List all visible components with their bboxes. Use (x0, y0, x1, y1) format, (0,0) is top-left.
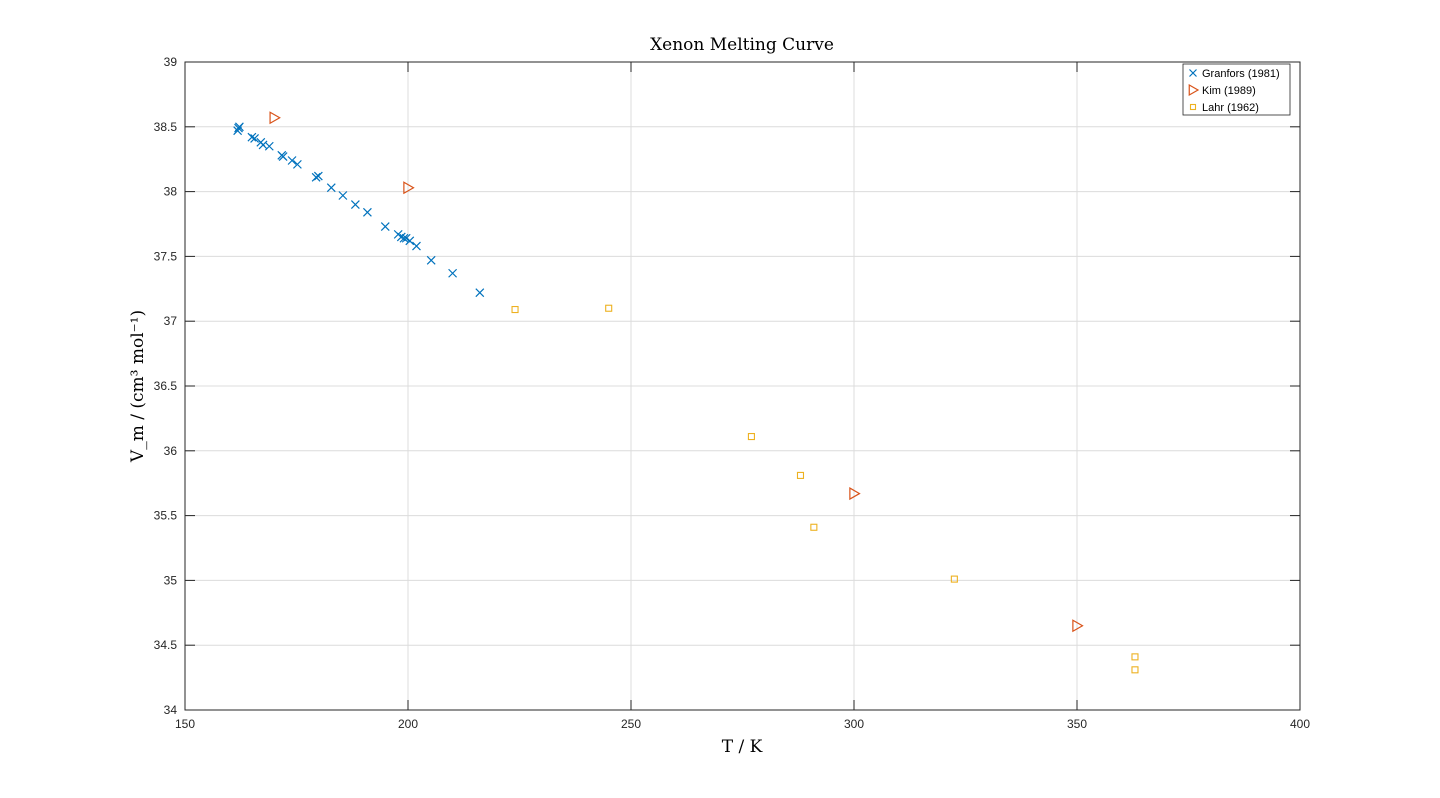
data-point (269, 111, 281, 125)
data-point (950, 575, 958, 583)
data-point (380, 222, 390, 232)
y-tick-label: 38.5 (154, 120, 178, 134)
y-tick-label: 34 (164, 703, 178, 717)
data-point (250, 134, 260, 143)
x-tick-label: 200 (398, 717, 418, 731)
data-point (405, 236, 415, 246)
data-point (396, 232, 406, 242)
y-tick-label: 36 (164, 444, 178, 458)
series-1 (269, 111, 1084, 633)
data-point (426, 255, 436, 265)
series-2 (511, 304, 1139, 674)
data-point (292, 159, 302, 169)
data-point (247, 132, 257, 142)
data-point (810, 523, 818, 531)
data-point (1131, 653, 1139, 661)
data-point (747, 432, 755, 441)
chart-title: Xenon Melting Curve (650, 35, 834, 55)
data-point (849, 487, 861, 501)
y-tick-label: 37.5 (154, 249, 178, 263)
data-point (399, 233, 409, 243)
data-point (403, 181, 415, 195)
data-point (338, 191, 348, 200)
y-tick-label: 38 (164, 185, 178, 199)
axis-ticks: 150 200 250 300 350 400 34 34.5 35 35.5 36 36.5 37 37… (154, 55, 1311, 731)
data-point (796, 471, 805, 479)
data-point (278, 152, 288, 162)
data-point (313, 171, 323, 181)
legend-entry: Kim (1989) (1202, 85, 1256, 97)
series-0 (233, 122, 485, 298)
x-tick-label: 300 (844, 717, 864, 731)
data-point (362, 207, 372, 217)
data-point (234, 122, 244, 132)
y-tick-label: 39 (164, 55, 178, 69)
data-point (475, 288, 485, 298)
data-point (511, 305, 519, 314)
x-tick-label: 350 (1067, 717, 1087, 731)
plot-frame (184, 61, 1301, 711)
data-point (605, 304, 613, 312)
legend-marker (1189, 103, 1197, 111)
legend-entry: Lahr (1962) (1202, 102, 1259, 114)
legend-box (1182, 63, 1291, 116)
data-point (311, 172, 321, 182)
data-point (412, 241, 421, 251)
x-tick-label: 250 (621, 717, 641, 731)
data-point (350, 200, 360, 209)
data-point (264, 141, 274, 151)
legend: Granfors (1981) Kim (1989) Lahr (1962) (1182, 63, 1291, 116)
x-axis-label: T / K (722, 737, 763, 757)
x-tick-label: 150 (175, 717, 195, 731)
data-point (326, 183, 336, 193)
data-point (1131, 666, 1139, 674)
legend-marker (1189, 69, 1197, 77)
data-point (1072, 619, 1084, 633)
y-tick-label: 34.5 (154, 638, 178, 652)
y-tick-label: 35 (164, 573, 178, 587)
y-axis-label: V_m / (cm³ mol⁻¹) (128, 310, 148, 463)
x-tick-label: 400 (1290, 717, 1310, 731)
data-point (448, 268, 458, 278)
legend-marker (1188, 83, 1200, 97)
y-tick-label: 37 (164, 314, 178, 328)
legend-entry: Granfors (1981) (1202, 68, 1280, 80)
y-tick-label: 36.5 (154, 379, 178, 393)
y-tick-label: 35.5 (154, 509, 178, 523)
data-point (287, 156, 297, 165)
data-points (233, 111, 1139, 674)
